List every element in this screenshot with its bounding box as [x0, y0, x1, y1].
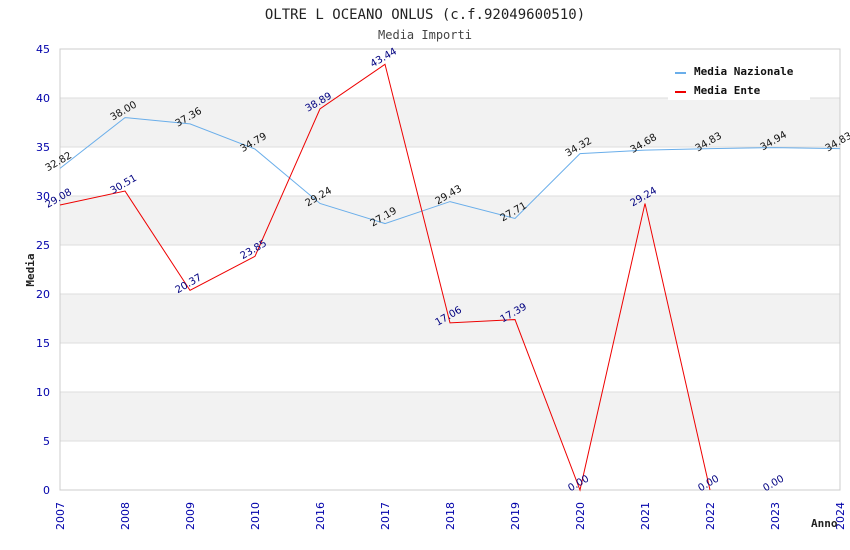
- gridlines: [60, 48, 840, 491]
- x-tick-label: 2009: [184, 502, 197, 530]
- x-tick-label: 2022: [704, 502, 717, 530]
- y-tick-label: 35: [36, 141, 50, 154]
- grid-band: [60, 98, 840, 147]
- data-label: 43.44: [369, 46, 399, 70]
- series-line-media-nazionale: [59, 117, 841, 225]
- y-tick-label: 10: [36, 386, 50, 399]
- x-tick-label: 2021: [639, 502, 652, 530]
- legend-label-media-nazionale: Media Nazionale: [694, 65, 794, 78]
- x-axis-ticks: 2007 2008 2009 2010 2016 2017 2018 2019 2020 2021…: [54, 502, 847, 530]
- x-axis-label: Anno: [811, 517, 838, 530]
- chart-title: OLTRE L OCEANO ONLUS (c.f.92049600510): [265, 7, 585, 23]
- x-tick-label: 2016: [314, 502, 327, 530]
- y-tick-label: 45: [36, 43, 50, 56]
- y-tick-label: 15: [36, 337, 50, 350]
- x-tick-label: 2008: [119, 502, 132, 530]
- y-tick-label: 20: [36, 288, 50, 301]
- x-tick-label: 2007: [54, 502, 67, 530]
- x-tick-label: 2010: [249, 502, 262, 530]
- x-tick-label: 2020: [574, 502, 587, 530]
- legend-box: [668, 60, 810, 100]
- grid-bands: [60, 98, 840, 441]
- x-tick-label: 2024: [834, 502, 847, 530]
- y-tick-label: 40: [36, 92, 50, 105]
- series-lines: [59, 63, 841, 492]
- y-axis-label: Media: [24, 253, 37, 286]
- grid-band: [60, 392, 840, 441]
- y-tick-label: 5: [43, 435, 50, 448]
- grid-band: [60, 196, 840, 245]
- chart-subtitle: Media Importi: [378, 28, 472, 42]
- plot-area-border: [59, 48, 841, 491]
- data-label: 20.37: [174, 272, 204, 296]
- data-label: 30.51: [109, 173, 139, 197]
- x-tick-label: 2023: [769, 502, 782, 530]
- legend-label-media-ente: Media Ente: [694, 84, 761, 97]
- y-tick-label: 30: [36, 190, 50, 203]
- data-label: 0.00: [696, 474, 721, 495]
- x-tick-label: 2017: [379, 502, 392, 530]
- legend: Media Nazionale Media Ente: [668, 60, 810, 100]
- y-tick-label: 25: [36, 239, 50, 252]
- x-tick-label: 2019: [509, 502, 522, 530]
- y-tick-label: 0: [43, 484, 50, 497]
- series-line-media-ente: [59, 63, 711, 492]
- data-label: 0.00: [761, 474, 786, 495]
- data-label: 0.00: [566, 474, 591, 495]
- grid-band: [60, 294, 840, 343]
- y-axis-ticks: 0 5 10 15 20 25 30 35 40 45: [36, 43, 50, 497]
- x-tick-label: 2018: [444, 502, 457, 530]
